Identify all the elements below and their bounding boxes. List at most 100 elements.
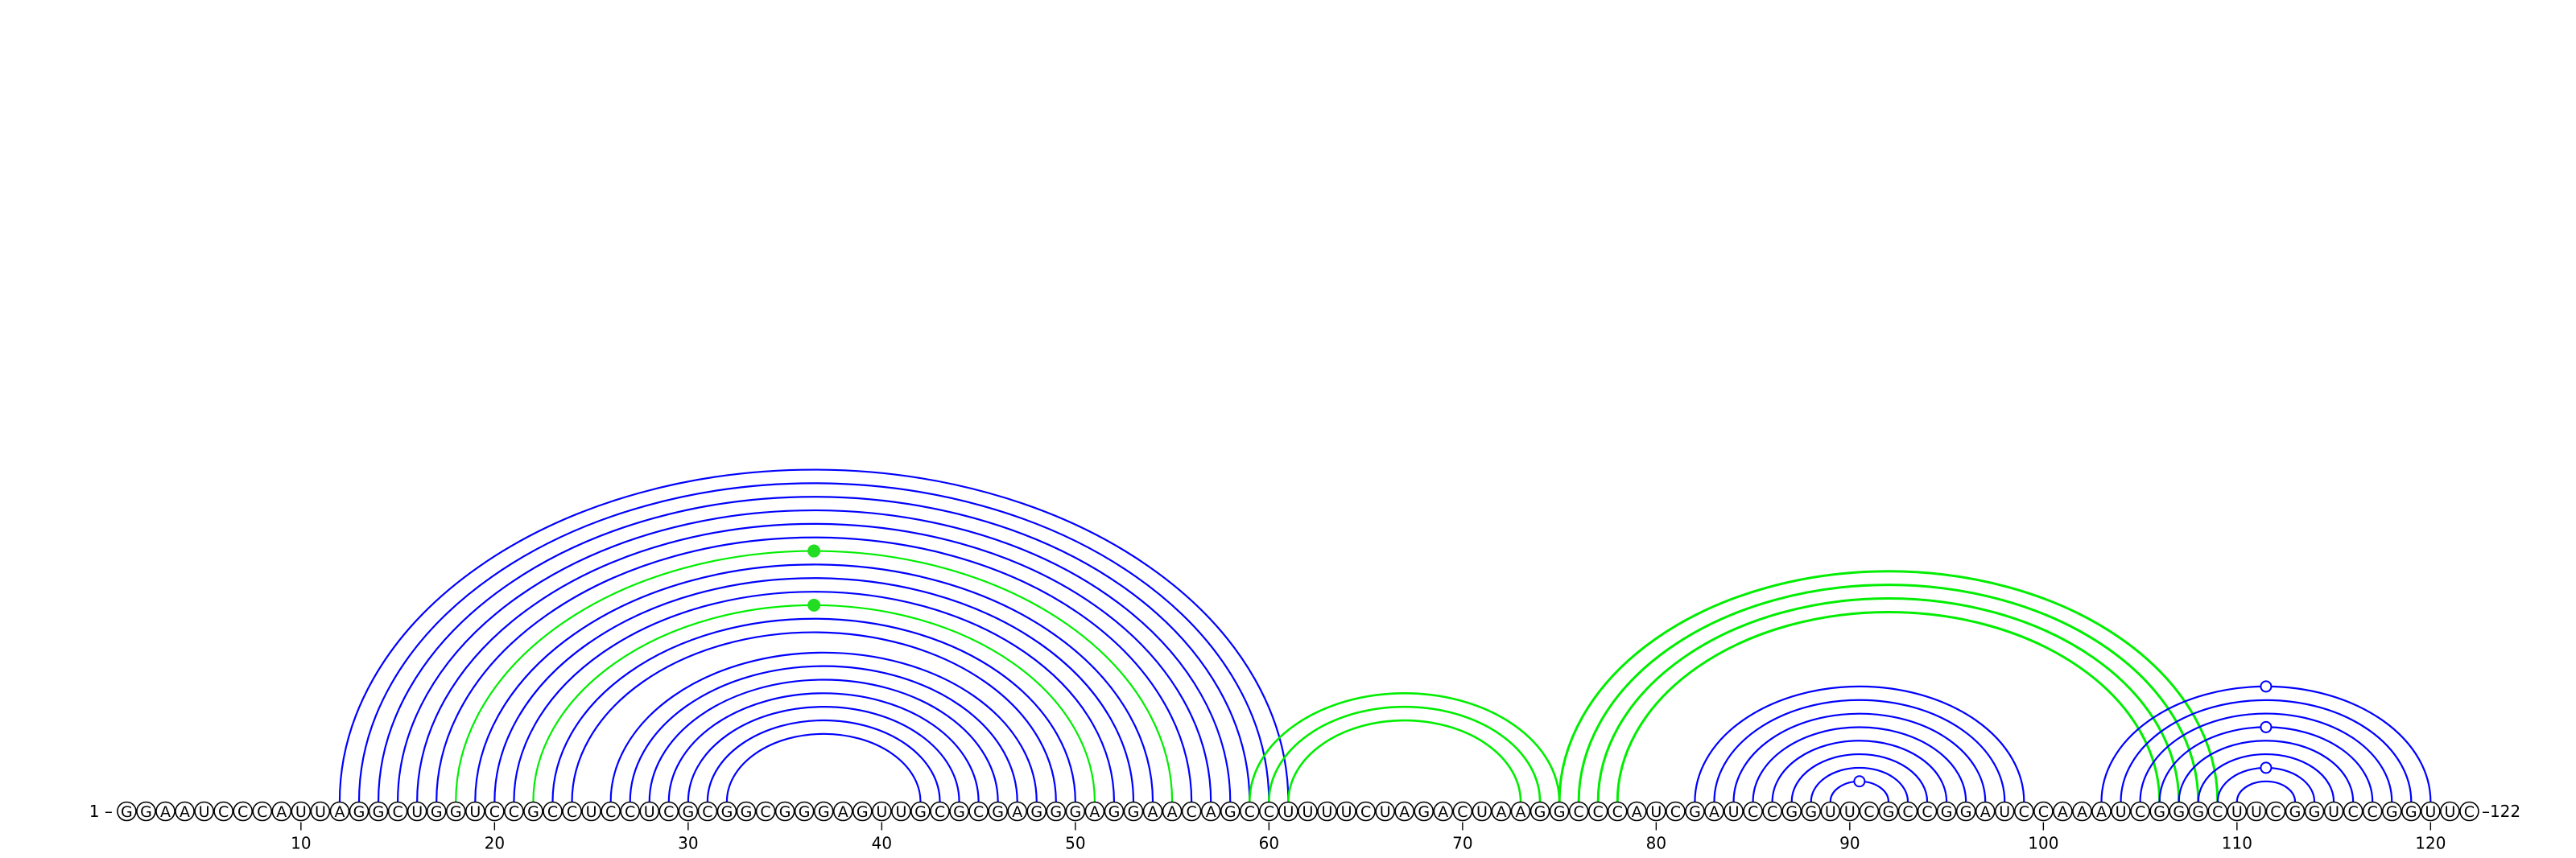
nucleotide-letter: U [295, 803, 307, 821]
nucleotide-97: A [1975, 801, 1996, 822]
nucleotide-56: C [1181, 801, 1202, 822]
arc-19-54 [474, 563, 1154, 802]
nucleotide-72: A [1491, 801, 1512, 822]
nucleotide-circle [1046, 801, 1067, 822]
arc-108-115 [2197, 753, 2335, 802]
arc-110-113 [2235, 780, 2297, 802]
nucleotide-letter: A [276, 803, 287, 821]
nucleotide-letter: C [1612, 803, 1623, 821]
nucleotide-87: G [1781, 801, 1802, 822]
nucleotide-letter: U [1728, 803, 1740, 821]
arc-83-98 [1713, 699, 2006, 802]
nucleotide-letter: U [586, 803, 597, 821]
nucleotide-40: U [872, 801, 892, 822]
nucleotide-letter: A [160, 803, 171, 821]
nucleotide-circle [2188, 801, 2209, 822]
arc-86-95 [1771, 740, 1948, 802]
nucleotide-circle [620, 801, 641, 822]
nucleotide-circle [581, 801, 601, 822]
nucleotide-circle [1298, 801, 1318, 822]
nucleotide-circle [2285, 801, 2306, 822]
nucleotide-circle [1666, 801, 1686, 822]
nucleotide-letter: C [1245, 803, 1255, 821]
nucleotide-letter: G [450, 803, 462, 821]
nucleotide-circle [2323, 801, 2344, 822]
nucleotide-100: C [2033, 801, 2054, 822]
nucleotide-circle [930, 801, 950, 822]
arc-18-55 [455, 550, 1174, 802]
nucleotide-letter: U [2425, 803, 2436, 821]
nucleotide-62: U [1298, 801, 1318, 822]
nucleotide-86: C [1762, 801, 1782, 822]
arc-60-74 [1268, 705, 1542, 802]
nucleotide-letter: C [1902, 803, 1913, 821]
nucleotide-letter: U [1302, 803, 1313, 821]
nucleotide-25: U [581, 801, 601, 822]
nucleotide-circle [1685, 801, 1705, 822]
arc-marker-103-120 [2260, 680, 2273, 693]
nucleotide-letter: A [1709, 803, 1719, 821]
nucleotide-80: U [1646, 801, 1666, 822]
nucleotide-67: A [1394, 801, 1414, 822]
nucleotide-circle [1781, 801, 1802, 822]
nucleotide-96: G [1955, 801, 1976, 822]
sequence-start-label: 1 – [89, 802, 113, 821]
nucleotide-49: G [1046, 801, 1067, 822]
tick-label: 70 [1452, 834, 1472, 853]
tick-60: 60 [1259, 822, 1279, 853]
nucleotide-circle [1646, 801, 1666, 822]
arc-28-46 [648, 679, 999, 802]
nucleotide-45: C [968, 801, 989, 822]
nucleotide-65: C [1356, 801, 1376, 822]
nucleotide-92: G [1878, 801, 1899, 822]
nucleotide-circle [2381, 801, 2402, 822]
tick-30: 30 [678, 822, 699, 853]
nucleotide-70: C [1452, 801, 1473, 822]
nucleotide-91: C [1859, 801, 1880, 822]
nucleotide-circle [464, 801, 485, 822]
nucleotide-letter: G [799, 803, 811, 821]
nucleotide-71: U [1472, 801, 1492, 822]
arc-12-61 [338, 468, 1290, 802]
nucleotide-6: C [213, 801, 233, 822]
nucleotide-circle [329, 801, 350, 822]
nucleotide-circle [387, 801, 408, 822]
nucleotide-letter: C [2135, 803, 2145, 821]
nucleotide-letter: C [1457, 803, 1468, 821]
nucleotide-circle [1975, 801, 1996, 822]
nucleotide-circle [1278, 801, 1298, 822]
nucleotide-circle [1627, 801, 1647, 822]
nucleotide-letter: A [1148, 803, 1158, 821]
nucleotide-38: A [832, 801, 853, 822]
arc-27-47 [629, 665, 1018, 802]
nucleotide-circle [543, 801, 563, 822]
nucleotide-letter: G [2386, 803, 2398, 821]
nucleotide-108: G [2188, 801, 2209, 822]
nucleotide-letter: C [1767, 803, 1777, 821]
nucleotide-circle [1994, 801, 2015, 822]
tick-label: 30 [678, 834, 698, 853]
nucleotide-letter: C [509, 803, 519, 821]
nucleotide-circle [1549, 801, 1570, 822]
arc-marker-106-117 [2260, 720, 2273, 733]
arc-78-106 [1616, 610, 2161, 802]
nucleotide-letter: U [1380, 803, 1391, 821]
nucleotide-circle [523, 801, 543, 822]
tick-10: 10 [291, 822, 312, 853]
nucleotide-circle [658, 801, 679, 822]
arc-104-119 [2120, 699, 2413, 802]
nucleotide-letter: G [1689, 803, 1701, 821]
nucleotide-letter: U [1650, 803, 1662, 821]
nucleotide-letter: G [721, 803, 733, 821]
nucleotide-letter: G [373, 803, 385, 821]
nucleotide-circle [2207, 801, 2228, 822]
nucleotide-22: G [523, 801, 543, 822]
nucleotide-21: C [504, 801, 524, 822]
nucleotide-107: G [2169, 801, 2189, 822]
nucleotide-letter: G [1883, 803, 1895, 821]
nucleotide-circle [1240, 801, 1260, 822]
nucleotide-circle [1356, 801, 1376, 822]
nucleotide-69: A [1433, 801, 1454, 822]
tick-70: 70 [1452, 822, 1473, 853]
nucleotide-circle [794, 801, 815, 822]
